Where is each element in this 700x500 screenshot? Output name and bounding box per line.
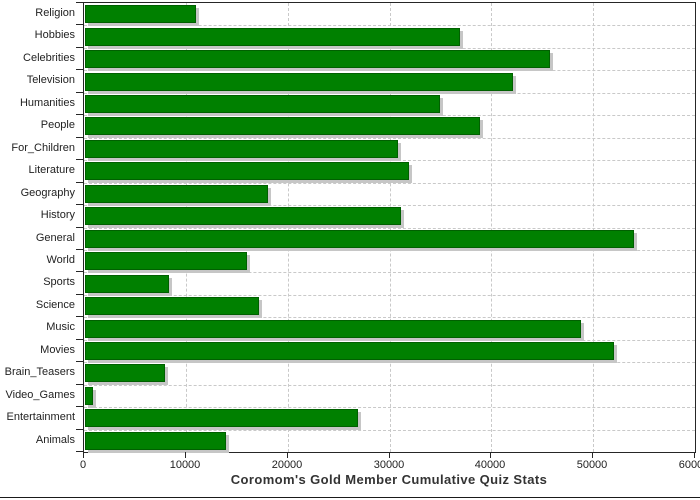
category-label-science: Science: [35, 298, 75, 311]
x-axis-tick-40000: [490, 452, 491, 458]
bar-general: [85, 229, 634, 248]
category-label-people: People: [40, 119, 75, 132]
y-axis-tick: [76, 428, 83, 430]
bar-hobbies: [85, 27, 460, 46]
y-axis-tick: [76, 226, 83, 228]
bar-world: [85, 252, 247, 271]
y-axis-tick: [76, 293, 83, 295]
x-axis-tick-30000: [389, 452, 390, 458]
y-axis-tick: [76, 46, 83, 48]
category-label-geography: Geography: [20, 186, 75, 199]
bar-brain-teasers: [85, 364, 165, 383]
x-axis-label-40000: 40000: [474, 459, 506, 471]
y-axis-tick: [76, 2, 83, 3]
y-axis-tick: [76, 181, 83, 183]
y-axis-tick: [76, 204, 83, 206]
row-divider: [84, 249, 695, 251]
category-label-music: Music: [46, 321, 75, 334]
x-axis-label-30000: 30000: [373, 459, 405, 471]
bar-music: [85, 319, 581, 338]
x-axis-tick-20000: [287, 452, 288, 458]
category-label-celebrities: Celebrities: [23, 51, 75, 64]
category-label-for-children: For_Children: [11, 141, 75, 154]
x-axis-tick-60000: [694, 452, 695, 458]
category-label-movies: Movies: [40, 343, 75, 356]
bar-sports: [85, 274, 169, 293]
y-axis-tick: [76, 271, 83, 273]
y-axis-tick: [76, 316, 83, 318]
bar-literature: [85, 162, 409, 181]
category-label-video-games: Video_Games: [5, 388, 75, 401]
row-divider: [84, 384, 695, 386]
row-divider: [84, 47, 695, 49]
category-label-world: World: [46, 253, 75, 266]
category-label-history: History: [40, 209, 75, 222]
row-divider: [84, 70, 695, 72]
category-label-hobbies: Hobbies: [34, 29, 75, 42]
bar-people: [85, 117, 480, 136]
row-divider: [84, 317, 695, 319]
row-divider: [84, 272, 695, 274]
category-label-sports: Sports: [43, 276, 75, 289]
bar-movies: [85, 341, 614, 360]
chart-title: Coromom's Gold Member Cumulative Quiz St…: [230, 472, 548, 487]
y-axis-tick: [76, 69, 83, 71]
row-divider: [84, 160, 695, 162]
category-label-animals: Animals: [35, 433, 75, 446]
row-divider: [84, 115, 695, 117]
bar-television: [85, 72, 513, 91]
x-axis-label-50000: 50000: [576, 459, 608, 471]
row-divider: [84, 205, 695, 207]
category-label-brain-teasers: Brain_Teasers: [4, 366, 75, 379]
x-axis-label-60000: 60000: [678, 459, 700, 471]
bar-history: [85, 207, 401, 226]
bar-science: [85, 297, 259, 316]
bar-video-games: [85, 386, 93, 405]
category-label-television: Television: [26, 74, 75, 87]
x-axis-label-0: 0: [79, 459, 87, 471]
y-axis-tick: [76, 159, 83, 161]
bar-geography: [85, 184, 268, 203]
y-axis-tick: [76, 24, 83, 26]
row-divider: [84, 92, 695, 94]
y-axis-tick: [76, 451, 83, 452]
row-divider: [84, 362, 695, 364]
y-axis-tick: [76, 114, 83, 116]
bar-celebrities: [85, 50, 550, 69]
x-axis-label-10000: 10000: [169, 459, 201, 471]
bar-for-children: [85, 139, 398, 158]
bar-humanities: [85, 95, 440, 113]
y-axis-tick: [76, 248, 83, 250]
category-label-general: General: [35, 231, 75, 244]
x-axis-label-20000: 20000: [271, 459, 303, 471]
row-divider: [84, 407, 695, 409]
y-axis-tick: [76, 136, 83, 138]
category-label-religion: Religion: [35, 7, 75, 19]
x-axis-tick-50000: [592, 452, 593, 458]
category-label-entertainment: Entertainment: [6, 411, 75, 424]
x-axis-tick-10000: [185, 452, 186, 458]
row-divider: [84, 137, 695, 139]
y-axis-tick: [76, 338, 83, 340]
row-divider: [84, 227, 695, 229]
y-axis-tick: [76, 383, 83, 385]
y-axis-tick: [76, 406, 83, 408]
category-label-humanities: Humanities: [19, 96, 75, 109]
bottom-border: [0, 497, 700, 498]
y-axis-tick: [76, 361, 83, 363]
bar-religion: [85, 5, 196, 24]
row-divider: [84, 25, 695, 27]
x-axis-tick-0: [83, 452, 84, 458]
row-divider: [84, 182, 695, 184]
plot-area: [83, 2, 696, 453]
row-divider: [84, 294, 695, 296]
row-divider: [84, 339, 695, 341]
bar-entertainment: [85, 409, 358, 428]
bar-animals: [85, 431, 226, 450]
category-label-literature: Literature: [28, 164, 75, 177]
y-axis-tick: [76, 91, 83, 93]
row-divider: [84, 429, 695, 431]
